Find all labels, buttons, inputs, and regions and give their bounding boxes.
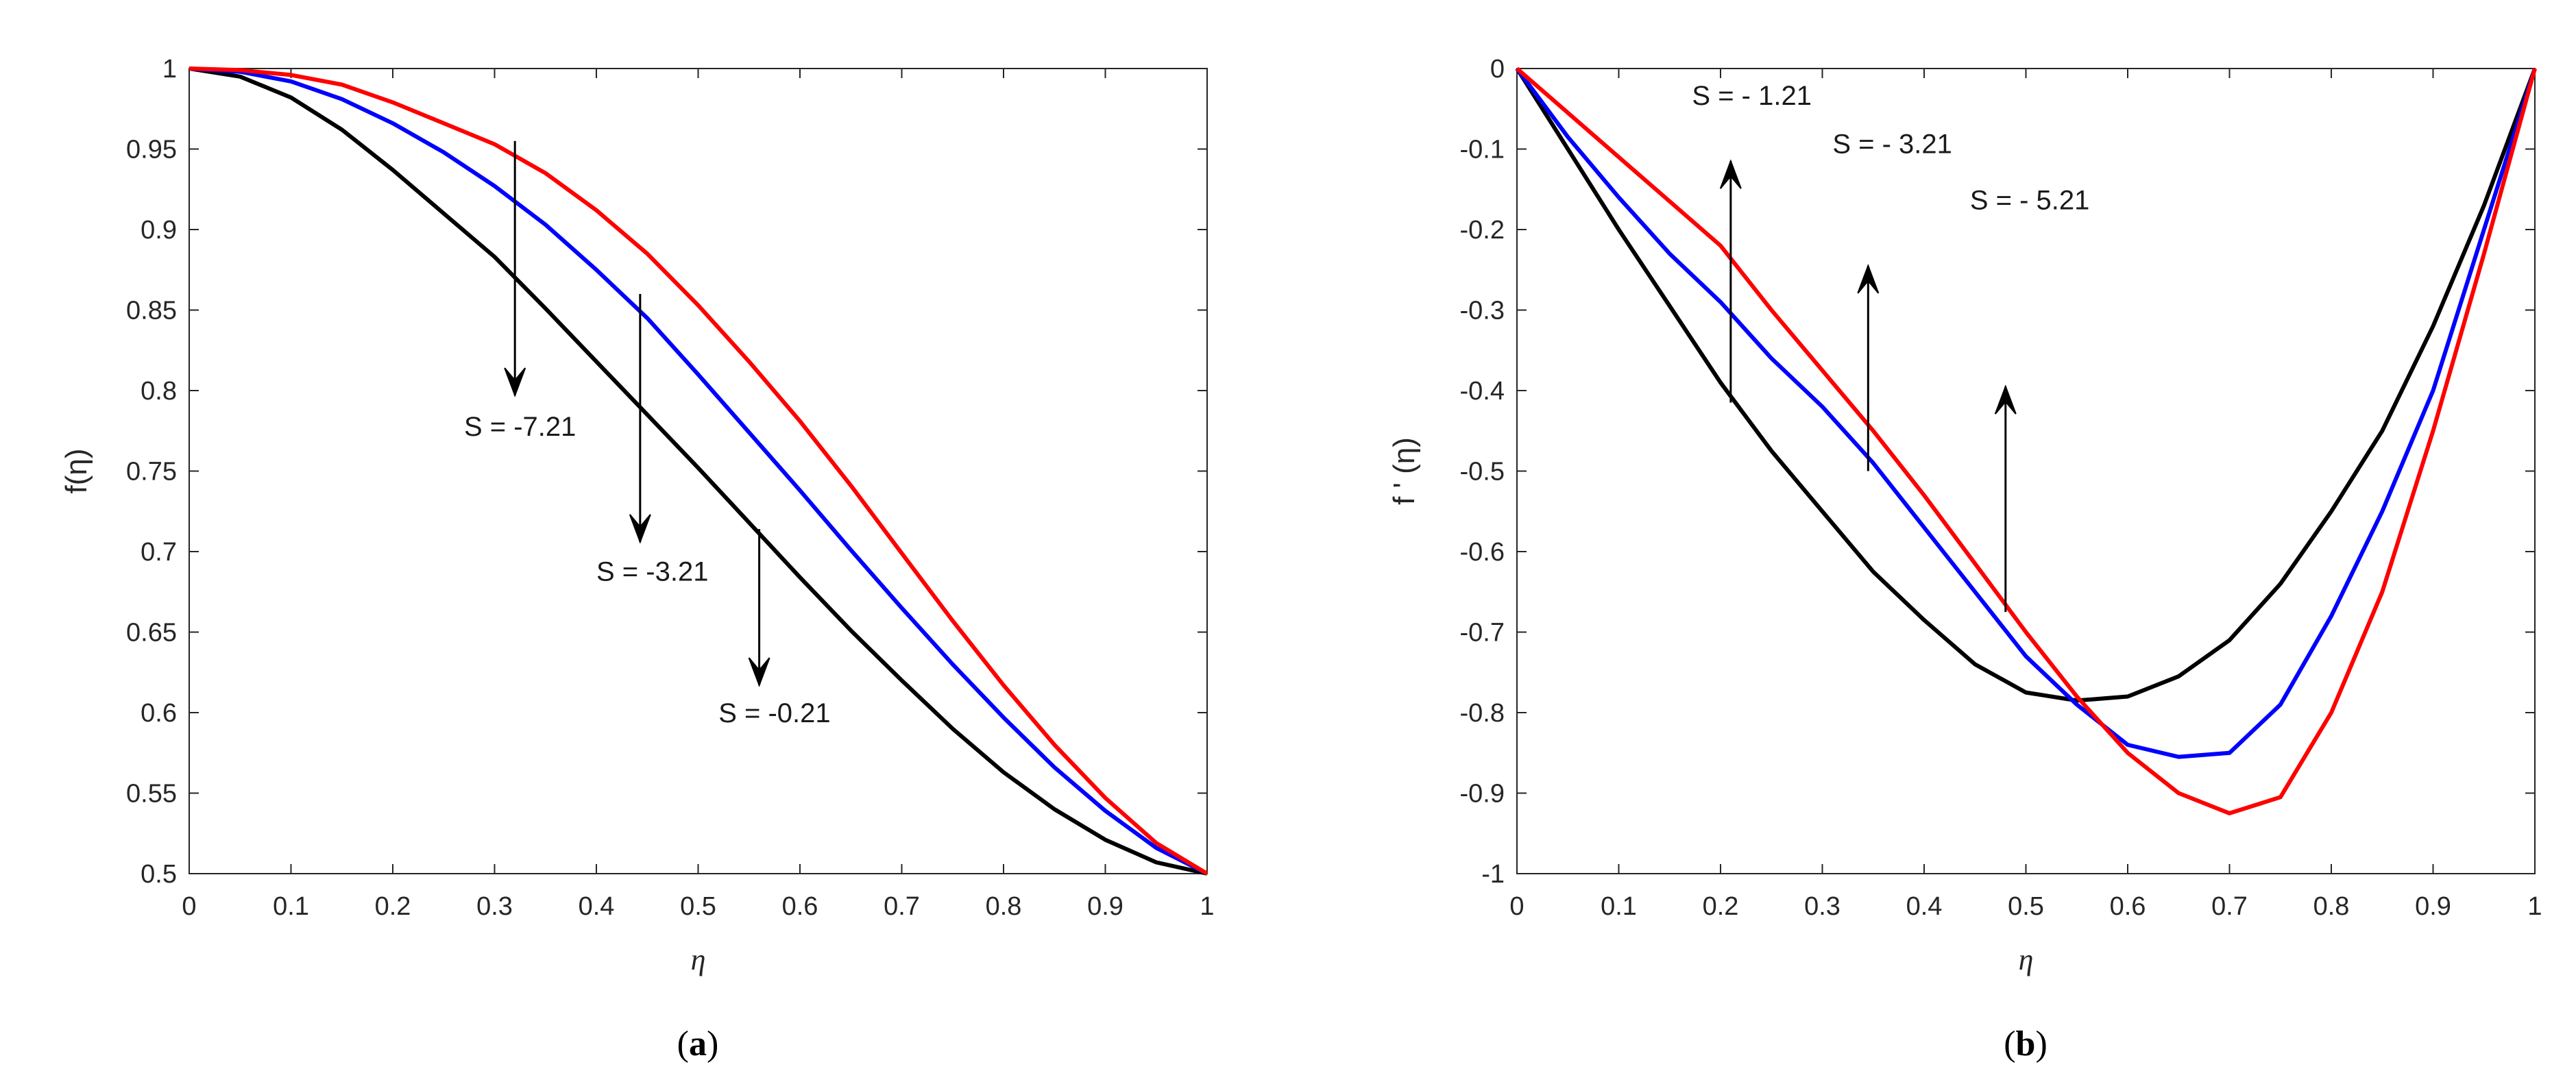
x-tick-label: 0.5 <box>2008 892 2044 921</box>
x-tick-label: 0.8 <box>986 892 1022 921</box>
y-tick-label: 0.75 <box>126 458 177 486</box>
series-line-3 <box>1516 66 2537 815</box>
x-tick-label: 0.8 <box>2313 892 2350 921</box>
annotation-label: S = - 1.21 <box>1692 81 1812 111</box>
y-tick-label: 0.85 <box>126 297 177 325</box>
series-line-2 <box>1515 67 2537 759</box>
caption-close: ) <box>2035 1024 2047 1063</box>
y-tick-label: -0.8 <box>1460 699 1505 728</box>
annotation-arrow-head <box>504 367 526 397</box>
y-axis-label: f(η) <box>60 449 93 494</box>
x-tick-label: 0.7 <box>884 892 920 921</box>
y-tick-label: -0.3 <box>1460 297 1505 325</box>
x-axis-label: η <box>2019 943 2034 976</box>
series-line-2 <box>189 66 1208 876</box>
y-tick-label: -0.1 <box>1460 136 1505 164</box>
x-tick-label: 0.1 <box>273 892 309 921</box>
x-tick-label: 1 <box>1200 892 1214 921</box>
x-tick-label: 0.6 <box>782 892 818 921</box>
caption-letter: b <box>2016 1024 2036 1063</box>
panel-caption: (b) <box>2004 1024 2048 1063</box>
y-tick-label: 0.5 <box>141 860 177 889</box>
series-line-1 <box>1515 67 2537 703</box>
plot-area <box>189 68 1208 874</box>
y-tick-label: 0.8 <box>141 377 177 406</box>
y-tick-label: -0.9 <box>1460 780 1505 809</box>
caption-close: ) <box>707 1024 718 1063</box>
y-tick-label: -0.4 <box>1460 377 1505 406</box>
annotation-label: S = - 5.21 <box>1970 186 2090 216</box>
y-tick-label: -0.2 <box>1460 216 1505 245</box>
annotation-label: S = - 3.21 <box>1832 129 1952 159</box>
y-axis-label: f ' (η) <box>1387 437 1421 505</box>
annotation-arrow-head <box>1857 264 1880 294</box>
y-tick-label: 0.65 <box>126 619 177 648</box>
panel-b: 0 0.1 0.2 0.3 0.4 0.5 0.6 0.7 0.8 0.9 1 -1 -0.9 -0.8 -… <box>1387 55 2542 1063</box>
panel-caption: (a) <box>677 1024 719 1063</box>
y-tick-label: -0.5 <box>1460 458 1505 486</box>
annotation-label: S = -3.21 <box>596 556 708 587</box>
x-tick-label: 0.9 <box>1087 892 1123 921</box>
caption-open: ( <box>2004 1024 2015 1063</box>
y-tick-label: 0.7 <box>141 538 177 567</box>
x-tick-label: 1 <box>2527 892 2542 921</box>
annotation-arrow-head <box>1994 384 2017 415</box>
annotation-label: S = -7.21 <box>464 412 576 442</box>
caption-letter: a <box>689 1024 707 1063</box>
y-tick-label: 0.6 <box>141 699 177 728</box>
x-tick-label: 0.2 <box>375 892 411 921</box>
x-tick-label: 0.5 <box>680 892 716 921</box>
y-tick-label: 0.9 <box>141 216 177 245</box>
x-tick-label: 0.4 <box>579 892 615 921</box>
x-tick-label: 0 <box>1509 892 1524 921</box>
x-tick-label: 0 <box>182 892 196 921</box>
annotation-arrow-head <box>629 514 651 544</box>
x-tick-label: 0.6 <box>2110 892 2146 921</box>
panel-a: 0 0.1 0.2 0.3 0.4 0.5 0.6 0.7 0.8 0.9 1 0.5 0.55 0.6 0… <box>60 55 1215 1063</box>
y-tick-label: 1 <box>162 55 177 84</box>
annotation-label: S = -0.21 <box>718 698 830 728</box>
y-tick-label: -0.6 <box>1460 538 1505 567</box>
x-tick-label: 0.4 <box>1906 892 1943 921</box>
x-tick-label: 0.1 <box>1601 892 1637 921</box>
series-line-1 <box>189 66 1208 876</box>
y-tick-label: 0.55 <box>126 780 177 809</box>
x-axis-label: η <box>691 943 706 976</box>
y-tick-label: -0.7 <box>1460 619 1505 648</box>
x-tick-label: 0.3 <box>1804 892 1840 921</box>
series-line-3 <box>189 66 1208 876</box>
x-tick-label: 0.2 <box>1703 892 1739 921</box>
annotation-arrow-head <box>1719 159 1742 189</box>
annotation-arrow-head <box>748 657 770 687</box>
x-tick-label: 0.7 <box>2211 892 2248 921</box>
y-tick-label: 0 <box>1490 55 1505 84</box>
y-tick-label: 0.95 <box>126 136 177 164</box>
x-tick-label: 0.9 <box>2415 892 2451 921</box>
y-tick-label: -1 <box>1481 860 1505 889</box>
caption-open: ( <box>677 1024 689 1063</box>
x-tick-label: 0.3 <box>476 892 513 921</box>
